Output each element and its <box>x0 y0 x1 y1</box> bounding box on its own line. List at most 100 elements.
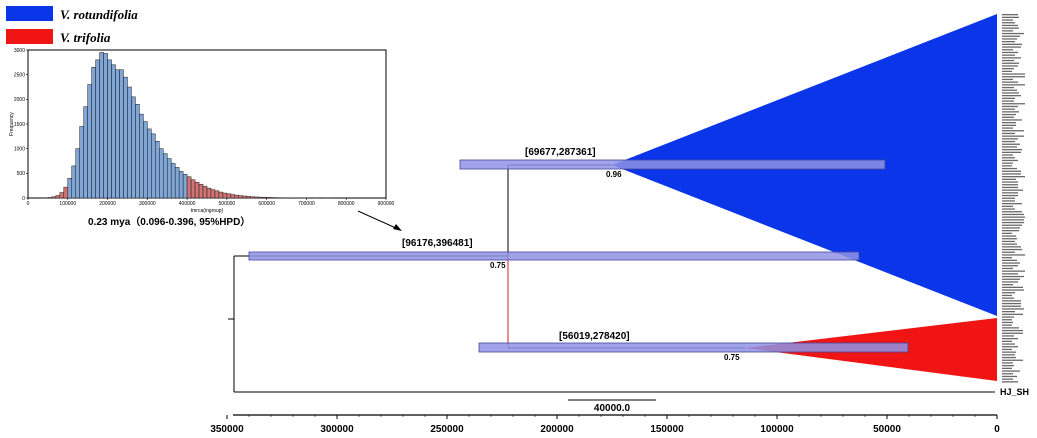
time-axis-tick-label: 50000 <box>873 424 901 435</box>
tip-label-row <box>1002 362 1013 364</box>
tip-label-row <box>1002 313 1023 315</box>
histogram-x-tick-label: 200000 <box>99 201 116 207</box>
time-axis-tick-label: 250000 <box>430 424 464 435</box>
histogram-bar <box>63 186 69 199</box>
legend-label-rotundifolia: V. rotundifolia <box>60 7 138 22</box>
tip-label-row <box>1002 292 1015 294</box>
tip-label-row <box>1002 173 1021 175</box>
tip-label-row <box>1002 135 1024 137</box>
tip-label-row <box>1002 176 1025 178</box>
histogram-y-tick-label: 2000 <box>14 97 25 103</box>
tip-label-row <box>1002 146 1017 148</box>
tip-label-row <box>1002 275 1024 278</box>
tip-label-row <box>1002 138 1018 140</box>
histogram-y-tick-label: 1500 <box>14 122 25 128</box>
histogram-bar <box>242 195 248 199</box>
histogram-bar <box>59 192 65 199</box>
legend: V. rotundifolia V. trifolia <box>6 6 138 45</box>
histogram-y-tick-label: 0 <box>22 196 25 202</box>
histogram-bar <box>230 194 236 199</box>
tip-label-row <box>1002 162 1013 164</box>
tip-label-row <box>1002 378 1013 380</box>
histogram-bar <box>131 96 136 199</box>
histogram-bar <box>95 59 100 199</box>
tip-label-row <box>1002 308 1024 310</box>
tip-label-row <box>1002 232 1012 234</box>
tip-label-row <box>1002 43 1022 45</box>
tip-label-row <box>1002 27 1019 29</box>
histogram-x-tick-label: 600000 <box>258 201 275 207</box>
histogram-bar <box>83 106 88 199</box>
node-support-trifolia: 0.75 <box>724 353 740 362</box>
histogram-bar <box>194 181 200 199</box>
tip-label-row <box>1002 124 1016 126</box>
tip-label-row <box>1002 192 1018 194</box>
histogram-x-tick-label: 300000 <box>139 201 156 207</box>
tip-label-row <box>1002 78 1013 81</box>
tip-label-row <box>1002 65 1018 67</box>
tip-label-row <box>1002 227 1020 229</box>
time-axis-tick-label: 200000 <box>540 424 574 435</box>
tip-label-row <box>1002 297 1014 299</box>
histogram-caption: 0.23 mya（0.096-0.396, 95%HPD） <box>88 215 250 228</box>
histogram-x-tick-label: 0 <box>27 201 30 207</box>
tip-label-row <box>1002 70 1012 72</box>
tip-label-row <box>1002 19 1013 21</box>
tip-label-row <box>1002 132 1015 135</box>
histogram-bar <box>147 128 152 199</box>
tip-label-row <box>1002 105 1018 108</box>
tip-label-row <box>1002 267 1013 270</box>
histogram-bar <box>119 69 124 199</box>
tip-label-row <box>1002 41 1015 43</box>
time-axis-tick-label: 0 <box>994 424 1000 435</box>
histogram-bar <box>234 194 240 199</box>
tip-label-row <box>1002 205 1013 207</box>
tip-label-row <box>1002 208 1015 210</box>
tip-label-row <box>1002 203 1022 205</box>
tip-label-row <box>1002 265 1018 267</box>
time-axis-tick-label: 150000 <box>650 424 684 435</box>
tip-label-row <box>1002 367 1012 369</box>
tip-label-row <box>1002 189 1023 191</box>
tip-label-row <box>1002 259 1017 261</box>
tip-label-row <box>1002 154 1013 156</box>
scale-bar: 40000.0 <box>568 399 656 414</box>
histogram-bar <box>103 53 108 199</box>
hpd-bar-ingroup-node <box>248 251 860 261</box>
histogram-x-tick-label: 400000 <box>179 201 196 207</box>
histogram-bar <box>87 84 92 199</box>
tip-label-row <box>1002 186 1018 189</box>
tip-label-row <box>1002 289 1024 291</box>
histogram-x-tick-label: 500000 <box>219 201 236 207</box>
histogram-x-tick-label: 100000 <box>59 201 76 207</box>
histogram-y-tick-label: 500 <box>17 171 26 177</box>
tip-label-row <box>1002 211 1022 213</box>
legend-label-trifolia: V. trifolia <box>60 30 111 45</box>
tip-label-row <box>1002 97 1015 99</box>
histogram-bars <box>43 52 331 199</box>
histogram-bar <box>79 126 84 199</box>
inset-histogram: 0 500 1000 1500 2000 2500 3000 0 100000 200000 30… <box>9 48 395 228</box>
tip-label-outgroup: HJ_SH <box>1000 387 1029 397</box>
histogram-y-axis-label: Frequency <box>9 112 15 136</box>
tip-label-row <box>1002 348 1012 351</box>
tip-label-row <box>1002 178 1016 180</box>
tip-label-row <box>1002 130 1024 132</box>
histogram-bar <box>127 86 132 199</box>
tip-label-row <box>1002 356 1016 359</box>
tip-label-row <box>1002 108 1015 110</box>
histogram-bar <box>91 67 96 199</box>
tip-label-row <box>1002 181 1018 183</box>
tip-label-row <box>1002 200 1015 202</box>
histogram-bar <box>151 133 156 199</box>
histogram-bar <box>186 176 192 199</box>
tip-label-row <box>1002 373 1013 375</box>
histogram-bar <box>202 185 208 199</box>
hpd-bar-rotundifolia-node <box>459 159 886 170</box>
tip-label-row <box>1002 116 1014 118</box>
tip-label-row <box>1002 270 1025 272</box>
tip-label-row <box>1002 319 1012 321</box>
tip-label-row <box>1002 300 1021 302</box>
tip-label-row <box>1002 51 1018 54</box>
tip-label-row <box>1002 30 1013 32</box>
